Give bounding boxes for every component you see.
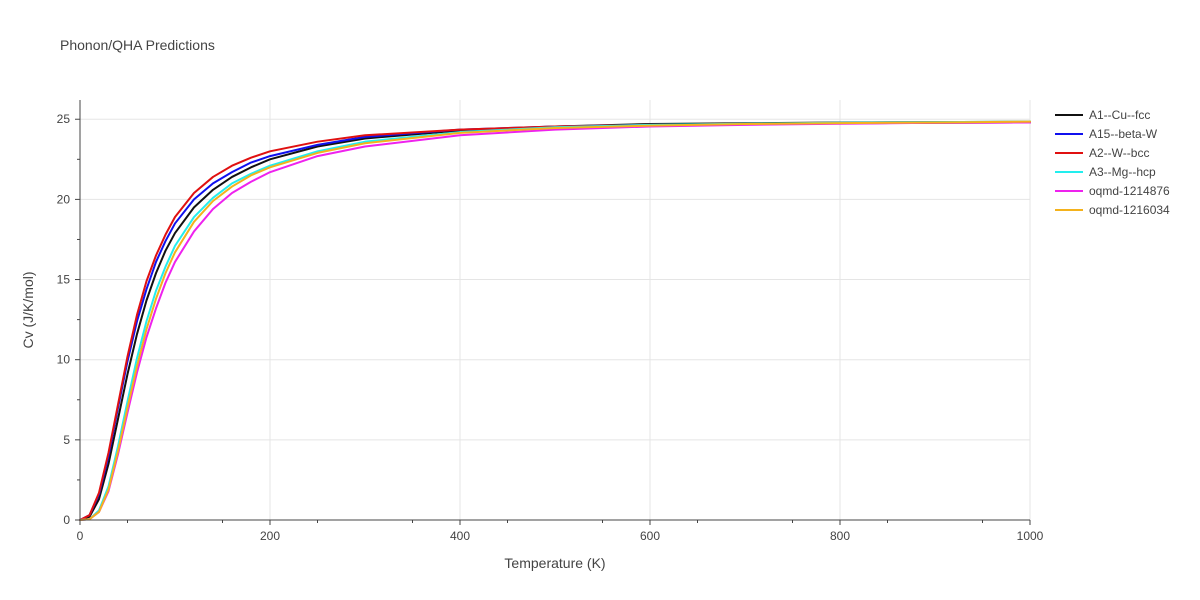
series-line-3 [79,121,1031,521]
legend-item[interactable]: A1--Cu--fcc [1055,108,1150,122]
y-tick-label: 0 [63,513,70,527]
legend-label: oqmd-1214876 [1089,184,1170,198]
x-tick-label: 200 [260,529,280,543]
legend-item[interactable]: A3--Mg--hcp [1055,165,1156,179]
legend-item[interactable]: A15--beta-W [1055,127,1158,141]
y-tick-label: 15 [57,273,71,287]
series-line-1 [79,120,1031,521]
series-line-2 [79,121,1031,521]
legend-label: oqmd-1216034 [1089,203,1170,217]
x-axis-title: Temperature (K) [504,555,605,571]
x-tick-label: 600 [640,529,660,543]
legend-label: A1--Cu--fcc [1089,108,1150,122]
legend-label: A3--Mg--hcp [1089,165,1156,179]
plot-area [79,120,1031,521]
y-tick-label: 20 [57,192,71,206]
series-line-4 [79,120,1031,521]
x-axis-ticks: 0 200 400 600 800 1000 [77,520,1044,543]
series-line-6 [79,120,1031,521]
y-axis-title: Cv (J/K/mol) [20,272,36,349]
x-tick-label: 1000 [1017,529,1044,543]
legend: A1--Cu--fcc A15--beta-W A2--W--bcc A3--Mg--… [1055,108,1170,217]
x-tick-label: 0 [77,529,84,543]
x-tick-label: 800 [830,529,850,543]
legend-label: A2--W--bcc [1089,146,1149,160]
legend-label: A15--beta-W [1089,127,1158,141]
chart-title: Phonon/QHA Predictions [60,37,215,53]
y-tick-label: 5 [63,433,70,447]
legend-item[interactable]: oqmd-1216034 [1055,203,1170,217]
legend-item[interactable]: oqmd-1214876 [1055,184,1170,198]
legend-item[interactable]: A2--W--bcc [1055,146,1149,160]
y-tick-label: 10 [57,353,71,367]
grid [80,100,1031,520]
axes [79,100,1030,521]
y-axis-ticks: 0 5 10 15 20 25 [57,112,80,527]
series-line-5 [79,121,1031,521]
x-tick-label: 400 [450,529,470,543]
y-tick-label: 25 [57,112,71,126]
